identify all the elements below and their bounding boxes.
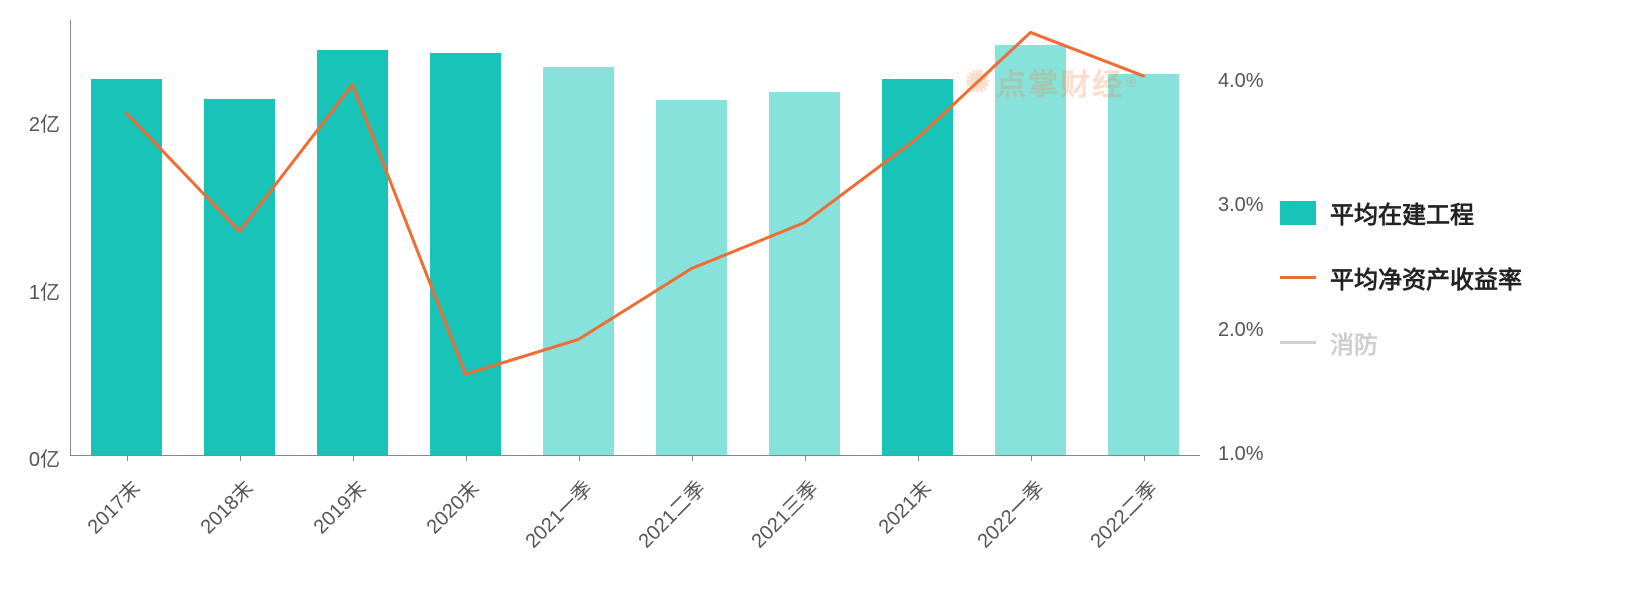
x-tick-label: 2019末 (266, 473, 371, 578)
legend-item[interactable]: 平均在建工程 (1280, 195, 1522, 230)
y-left-tick-label: 1亿 (29, 276, 60, 305)
watermark-icon: ✺ (965, 65, 992, 100)
legend-item[interactable]: 平均净资产收益率 (1280, 260, 1522, 295)
x-tick (805, 455, 806, 461)
x-tick-label: 2021三季 (718, 473, 823, 578)
x-tick (579, 455, 580, 461)
x-tick (240, 455, 241, 461)
x-tick-label: 2021二季 (605, 473, 710, 578)
legend-label: 平均净资产收益率 (1330, 260, 1522, 295)
x-tick-label: 2018末 (153, 473, 258, 578)
x-tick-label: 2021一季 (492, 473, 597, 578)
x-tick (466, 455, 467, 461)
legend-item[interactable]: 消防 (1280, 325, 1522, 360)
y-right-tick-label: 4.0% (1218, 70, 1264, 93)
x-tick-label: 2021末 (831, 473, 936, 578)
x-tick (918, 455, 919, 461)
y-left-tick-label: 2亿 (29, 108, 60, 137)
combo-chart: 平均在建工程平均净资产收益率消防 ✺ 点掌财经 ® 0亿 1亿 2亿 1.0% 2.0%… (0, 0, 1637, 598)
x-tick-label: 2020末 (379, 473, 484, 578)
watermark-text: 点掌财经 (996, 60, 1124, 104)
watermark-reg: ® (1126, 74, 1138, 90)
legend: 平均在建工程平均净资产收益率消防 (1280, 195, 1522, 390)
y-left-tick-label: 0亿 (29, 443, 60, 472)
x-tick (1144, 455, 1145, 461)
x-tick (692, 455, 693, 461)
x-tick (353, 455, 354, 461)
x-tick-label: 2017末 (40, 473, 145, 578)
y-right-tick-label: 3.0% (1218, 194, 1264, 217)
legend-label: 消防 (1330, 325, 1378, 360)
y-right-tick-label: 2.0% (1218, 319, 1264, 342)
legend-swatch (1280, 341, 1316, 344)
x-tick-label: 2022二季 (1057, 473, 1162, 578)
watermark: ✺ 点掌财经 ® (965, 60, 1138, 104)
x-tick (127, 455, 128, 461)
legend-label: 平均在建工程 (1330, 195, 1474, 230)
legend-swatch (1280, 276, 1316, 279)
y-right-tick-label: 1.0% (1218, 443, 1264, 466)
x-tick-label: 2022一季 (944, 473, 1049, 578)
legend-swatch (1280, 201, 1316, 225)
x-tick (1031, 455, 1032, 461)
